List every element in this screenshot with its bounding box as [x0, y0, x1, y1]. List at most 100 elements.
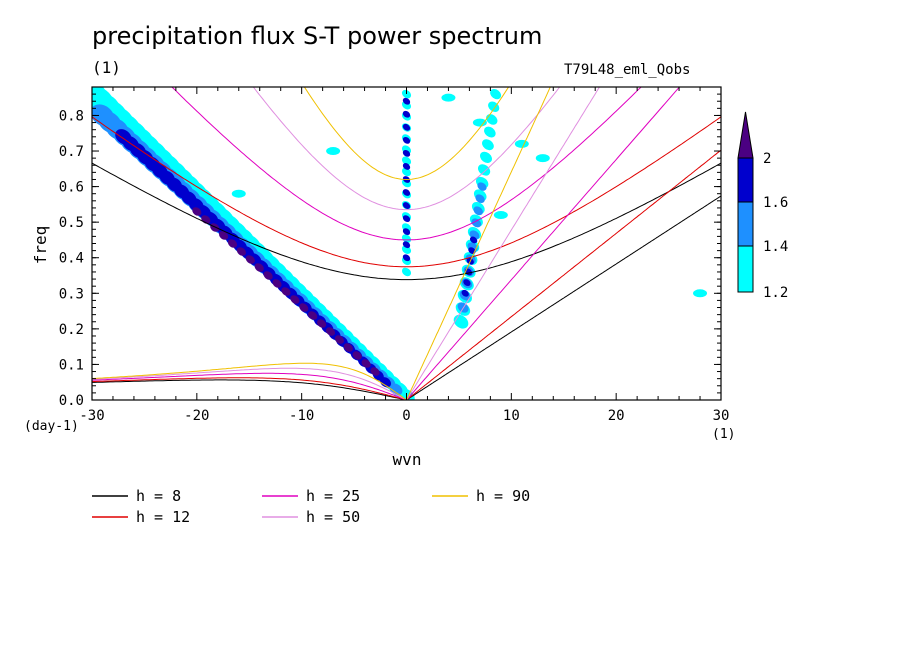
colorbar-segment	[737, 245, 754, 293]
y-tick-label: 0.1	[59, 357, 84, 373]
y-tick-label: 0.5	[59, 215, 84, 231]
axis-labels: -30 -20 -10 0 10 20 30 0.0 0.1 0.2 0.3 0.4 0.5 0.6 0.7…	[24, 108, 735, 469]
x-tick-label: 20	[608, 408, 625, 424]
dispersion-curve-kelvin-h25	[406, 87, 681, 400]
dispersion-curve-ig-h50	[252, 87, 561, 211]
chart-title: precipitation flux S-T power spectrum	[92, 22, 543, 50]
y-tick-label: 0.2	[59, 322, 84, 338]
contour-patch	[493, 211, 508, 220]
y-tick-label: 0.8	[59, 108, 84, 124]
contour-column-cyan	[401, 167, 412, 177]
contour-westward-purple	[308, 311, 318, 320]
contour-westward-purple	[263, 271, 273, 280]
contour-column-cyan	[401, 267, 412, 277]
legend-label: h = 90	[476, 487, 530, 505]
dispersion-curve-kelvin-h8	[406, 195, 721, 400]
dispersion-curve-ig-h12	[92, 116, 721, 268]
contour-kelvin-blue	[475, 194, 485, 204]
contour-layer	[92, 87, 708, 400]
contour-kelvin-cyan	[488, 101, 500, 112]
colorbar: 1.2 1.4 1.6 2	[737, 111, 788, 301]
contour-patch	[693, 289, 708, 298]
colorbar-segment	[737, 157, 754, 203]
axis-ticks	[91, 87, 722, 401]
dispersion-curves	[92, 87, 721, 400]
colorbar-label: 2	[763, 151, 771, 167]
dispersion-curve-er-h25	[92, 372, 407, 400]
contour-kelvin-cyan	[490, 88, 502, 100]
dispersion-curve-er-h8	[92, 379, 407, 400]
dispersion-curve-kelvin-h50	[406, 87, 601, 400]
contour-westward-purple	[290, 295, 300, 304]
contour-kelvin-navy	[461, 289, 469, 297]
x-axis-label: wvn	[393, 450, 422, 469]
contour-westward-navy	[380, 377, 392, 388]
dispersion-curve-er-h90	[92, 362, 407, 400]
contour-kelvin-cyan	[482, 139, 494, 151]
x-tick-label: -10	[289, 408, 314, 424]
contour-patch	[472, 118, 487, 127]
colorbar-label: 1.4	[763, 239, 788, 255]
contour-column-cyan	[401, 89, 412, 99]
legend-label: h = 25	[306, 487, 360, 505]
colorbar-label: 1.6	[763, 195, 788, 211]
legend-label: h = 12	[136, 508, 190, 526]
contour-column-navy	[402, 189, 411, 196]
contour-column-navy	[402, 215, 411, 223]
contour-column-navy	[402, 123, 411, 131]
contour-patch	[441, 93, 456, 102]
contour-kelvin-blue	[477, 182, 487, 191]
contour-westward-purple	[192, 207, 202, 216]
contour-westward-purple	[370, 367, 380, 376]
contour-column-navy	[402, 254, 411, 262]
x-tick-label: 10	[503, 408, 520, 424]
contour-westward-purple	[227, 239, 238, 248]
contour-column-navy	[402, 241, 411, 249]
x-tick-label: -20	[184, 408, 209, 424]
x-unit-label: (1)	[712, 427, 735, 442]
colorbar-segment	[737, 201, 754, 247]
x-tick-label: 30	[713, 408, 730, 424]
contour-westward-purple	[254, 263, 264, 272]
y-tick-label: 0.0	[59, 393, 84, 409]
contour-westward-purple	[361, 359, 371, 368]
dispersion-curve-ig-h90	[303, 87, 510, 181]
y-tick-label: 0.7	[59, 144, 84, 160]
y-unit-label: (day-1)	[24, 419, 79, 434]
dispersion-curve-kelvin-h12	[406, 149, 721, 400]
x-tick-label: 0	[402, 408, 410, 424]
contour-westward-purple	[299, 303, 309, 312]
contour-kelvin-cyan	[480, 151, 492, 163]
contour-patch	[535, 154, 550, 163]
legend: h = 8 h = 12 h = 25 h = 50 h = 90	[92, 487, 530, 526]
contour-westward-purple	[334, 335, 344, 344]
dispersion-curve-er-h50	[92, 367, 407, 400]
contour-column-cyan	[401, 234, 412, 243]
contour-kelvin-cyan	[484, 126, 496, 138]
dispersion-curve-ig-h25	[171, 87, 642, 241]
legend-label: h = 8	[136, 487, 181, 505]
contour-column-navy	[402, 97, 411, 105]
contour-patch	[326, 147, 341, 156]
contour-westward-purple	[272, 279, 282, 288]
contour-westward-purple	[343, 343, 353, 352]
contour-column-navy	[402, 202, 411, 209]
legend-label: h = 50	[306, 508, 360, 526]
contour-column-navy	[402, 163, 411, 170]
contour-column-navy	[402, 228, 411, 236]
chart-subtitle-left: (1)	[92, 58, 121, 77]
contour-kelvin-navy	[469, 236, 478, 244]
contour-westward-purple	[325, 327, 336, 336]
contour-column-navy	[402, 110, 411, 118]
contour-column-cyan	[401, 156, 412, 166]
contour-column-navy	[402, 149, 411, 157]
contour-westward-purple	[317, 319, 327, 328]
contour-westward-purple	[352, 351, 362, 360]
dispersion-curve-ig-h8	[92, 162, 721, 281]
contour-westward-purple	[218, 231, 229, 240]
contour-kelvin-navy	[463, 279, 471, 287]
y-tick-label: 0.4	[59, 251, 84, 267]
contour-kelvin-cyan	[477, 164, 491, 176]
x-tick-label: -30	[79, 408, 104, 424]
